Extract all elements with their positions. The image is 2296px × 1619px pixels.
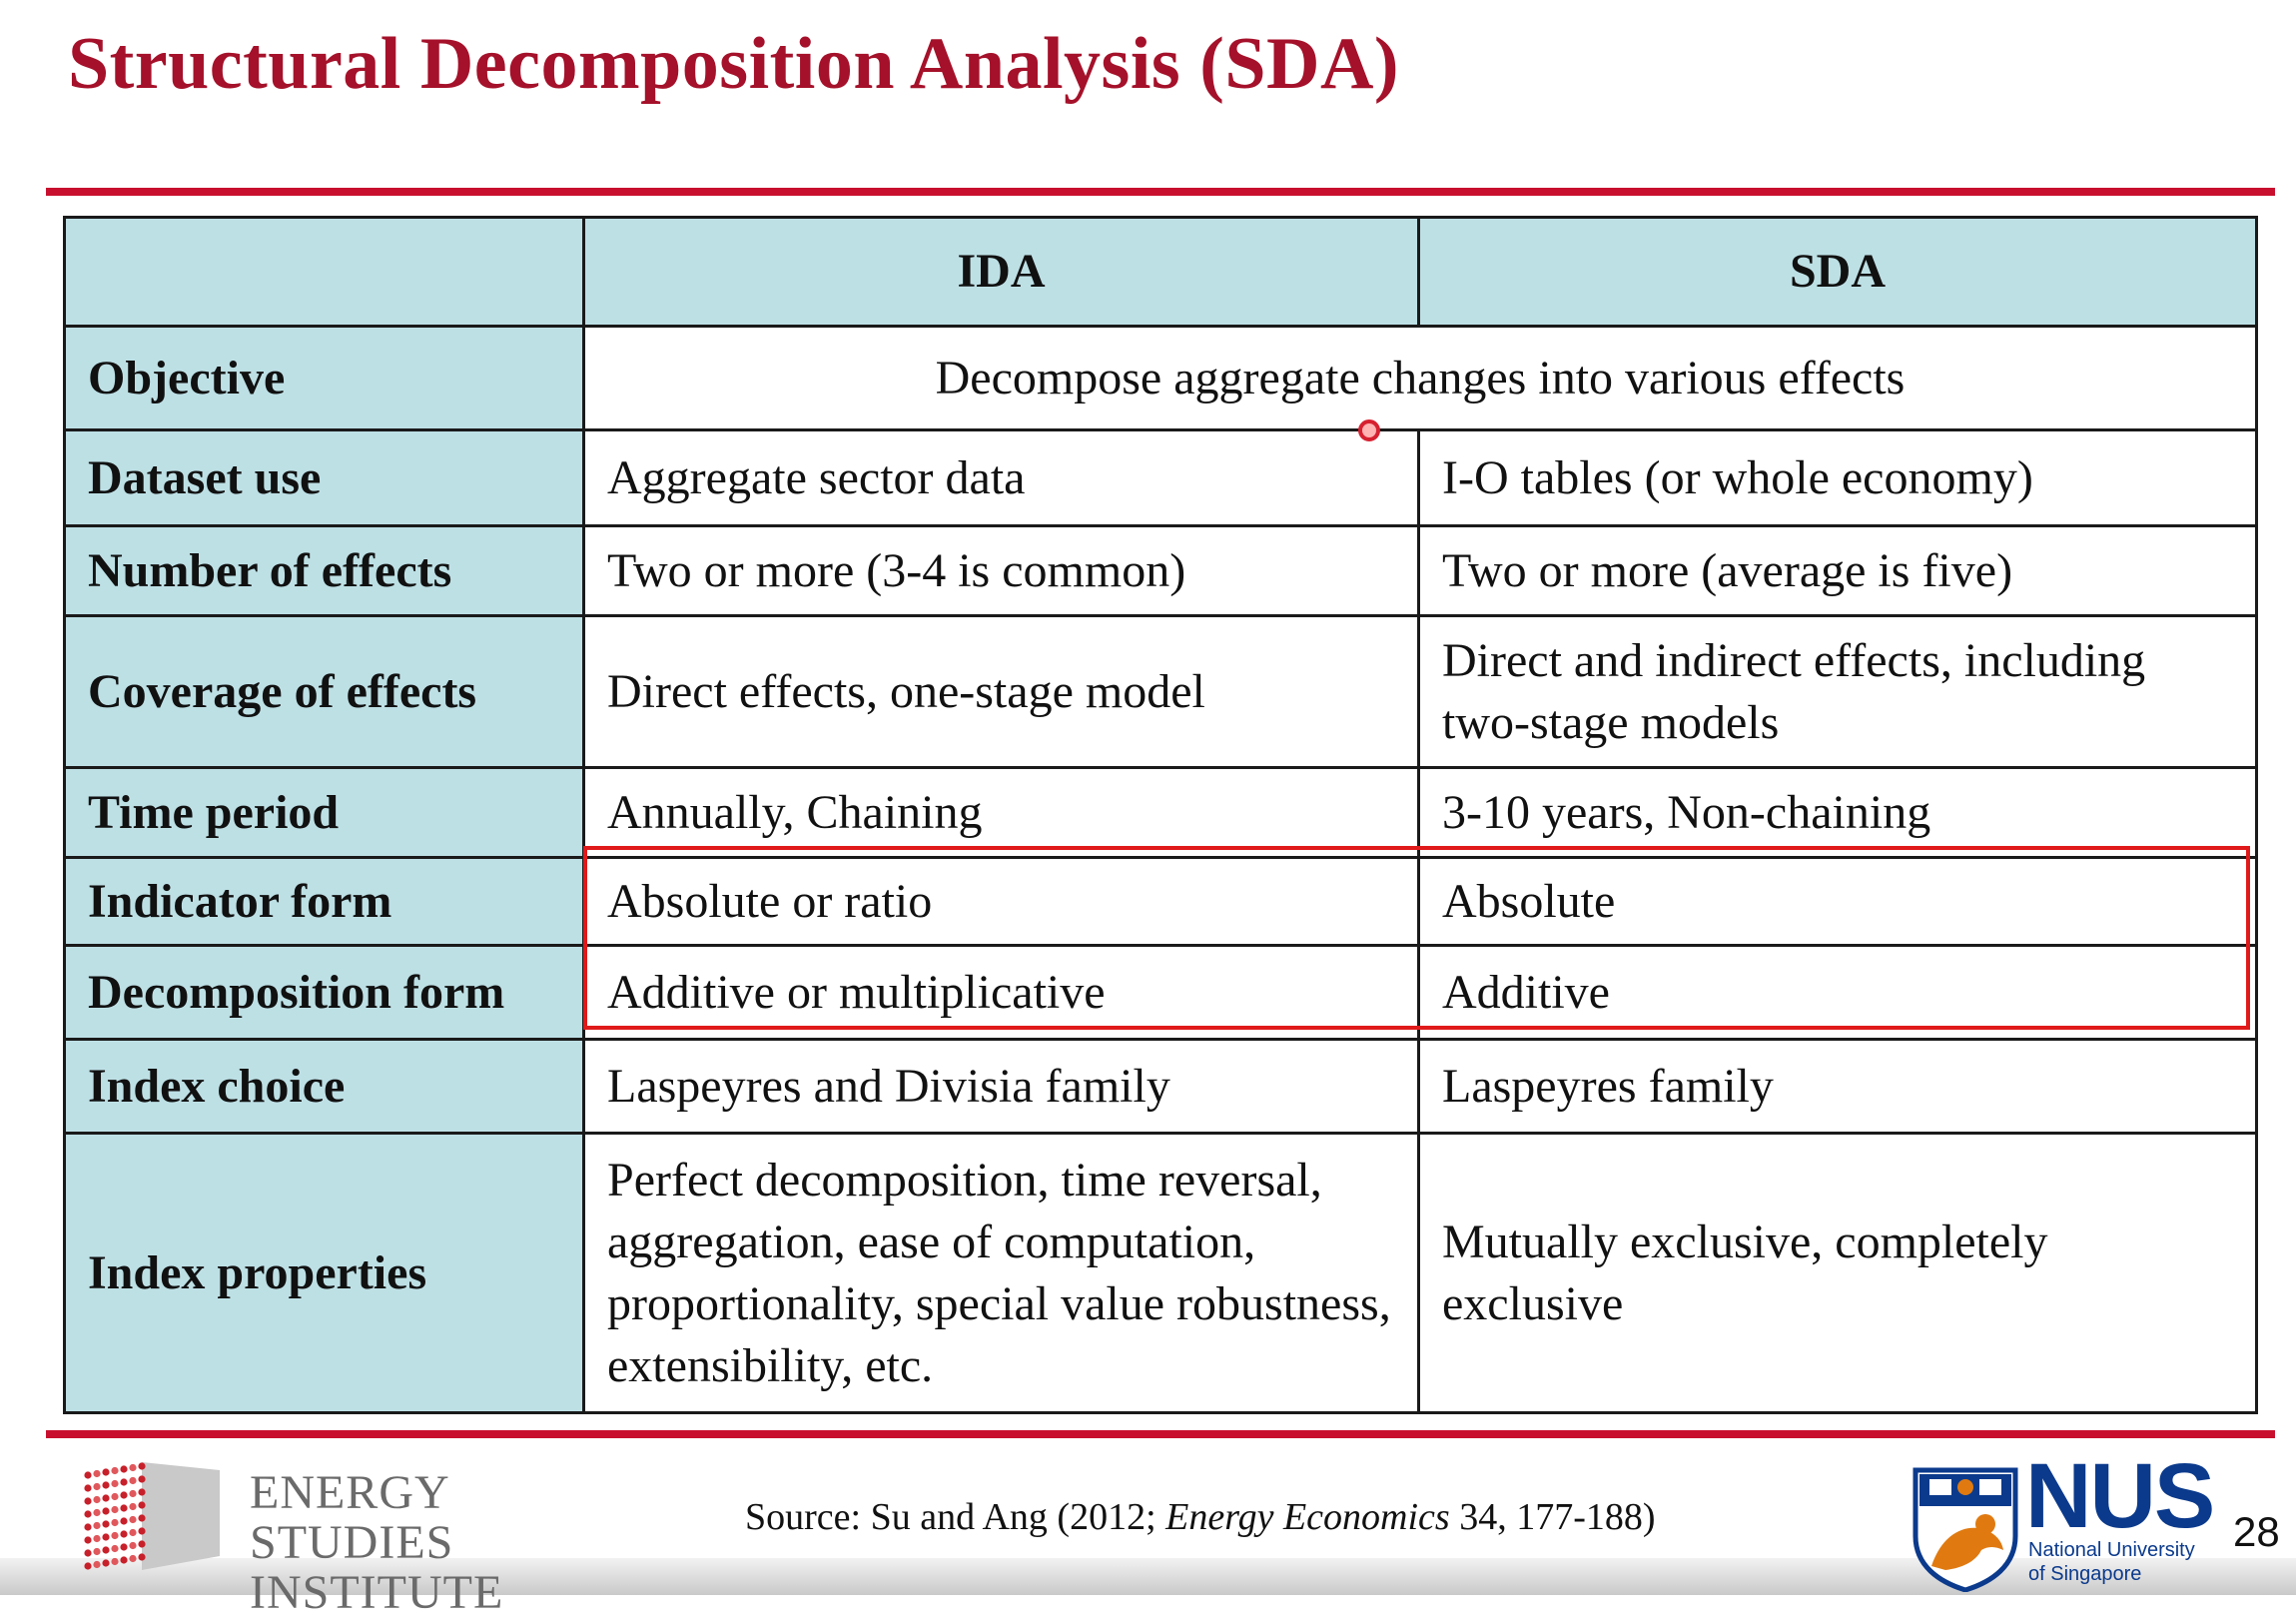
- row-label-objective: Objective: [63, 325, 585, 431]
- source-journal: Energy Economics: [1165, 1496, 1450, 1538]
- table-row: Number of effects Two or more (3-4 is co…: [63, 524, 2258, 617]
- row-label-number-of-effects: Number of effects: [63, 524, 585, 617]
- footer-divider: [46, 1430, 2275, 1438]
- cell-ida-number-of-effects: Two or more (3-4 is common): [582, 524, 1420, 617]
- table-row: Decomposition form Additive or multiplic…: [63, 944, 2258, 1041]
- energy-studies-institute-wordmark: ENERGY STUDIES INSTITUTE: [250, 1468, 503, 1618]
- cell-sda-number-of-effects: Two or more (average is five): [1417, 524, 2258, 617]
- esi-line-2: STUDIES: [250, 1516, 454, 1569]
- source-prefix: Source: Su and Ang (2012;: [745, 1496, 1166, 1538]
- cell-sda-decomposition-form: Additive: [1417, 944, 2258, 1041]
- row-label-decomposition-form: Decomposition form: [63, 944, 585, 1041]
- source-citation: Source: Su and Ang (2012; Energy Economi…: [745, 1495, 1656, 1539]
- esi-line-3: INSTITUTE: [250, 1566, 504, 1619]
- nus-crest-icon: [1913, 1467, 2018, 1592]
- cell-ida-index-choice: Laspeyres and Divisia family: [582, 1038, 1420, 1135]
- nus-subtitle: National University of Singapore: [2028, 1538, 2195, 1586]
- cell-sda-index-choice: Laspeyres family: [1417, 1038, 2258, 1135]
- cell-ida-coverage-of-effects: Direct effects, one-stage model: [582, 614, 1420, 769]
- cell-ida-decomposition-form: Additive or multiplicative: [582, 944, 1420, 1041]
- row-label-index-choice: Index choice: [63, 1038, 585, 1135]
- title-divider: [46, 188, 2275, 196]
- cell-ida-indicator-form: Absolute or ratio: [582, 856, 1420, 947]
- cell-sda-dataset-use: I-O tables (or whole economy): [1417, 428, 2258, 527]
- row-label-coverage-of-effects: Coverage of effects: [63, 614, 585, 769]
- nus-wordmark: NUS: [2025, 1445, 2215, 1547]
- row-label-time-period: Time period: [63, 766, 585, 859]
- table-row: Index properties Perfect decomposition, …: [63, 1132, 2258, 1414]
- row-label-indicator-form: Indicator form: [63, 856, 585, 947]
- table-row: Dataset use Aggregate sector data I-O ta…: [63, 428, 2258, 527]
- energy-studies-logo-icon: [84, 1462, 220, 1570]
- esi-line-1: ENERGY: [250, 1466, 450, 1519]
- page-number: 28: [2233, 1508, 2280, 1555]
- cell-sda-coverage-of-effects: Direct and indirect effects, including t…: [1417, 614, 2258, 769]
- cell-ida-dataset-use: Aggregate sector data: [582, 428, 1420, 527]
- row-label-dataset-use: Dataset use: [63, 428, 585, 527]
- table-header-row: IDA SDA: [63, 216, 2258, 328]
- footer-shadow: [0, 1558, 2296, 1595]
- header-corner-cell: [63, 216, 585, 328]
- cell-ida-index-properties: Perfect decomposition, time reversal, ag…: [582, 1132, 1420, 1414]
- comparison-table: IDA SDA Objective Decompose aggregate ch…: [63, 216, 2258, 1414]
- cell-sda-time-period: 3-10 years, Non-chaining: [1417, 766, 2258, 859]
- cell-sda-indicator-form: Absolute: [1417, 856, 2258, 947]
- nus-subtitle-line-2: of Singapore: [2028, 1563, 2142, 1585]
- cell-sda-index-properties: Mutually exclusive, completely exclusive: [1417, 1132, 2258, 1414]
- slide-title: Structural Decomposition Analysis (SDA): [68, 23, 1400, 105]
- header-ida: IDA: [582, 216, 1420, 328]
- table-row: Index choice Laspeyres and Divisia famil…: [63, 1038, 2258, 1135]
- cell-ida-time-period: Annually, Chaining: [582, 766, 1420, 859]
- table-row: Indicator form Absolute or ratio Absolut…: [63, 856, 2258, 947]
- header-sda: SDA: [1417, 216, 2258, 328]
- row-label-index-properties: Index properties: [63, 1132, 585, 1414]
- table-row: Objective Decompose aggregate changes in…: [63, 325, 2258, 431]
- table-row: Coverage of effects Direct effects, one-…: [63, 614, 2258, 769]
- nus-subtitle-line-1: National University: [2028, 1539, 2195, 1561]
- table-row: Time period Annually, Chaining 3-10 year…: [63, 766, 2258, 859]
- cell-objective-both: Decompose aggregate changes into various…: [582, 325, 2258, 431]
- cursor-pointer-icon: [1358, 419, 1380, 441]
- source-suffix: 34, 177-188): [1449, 1496, 1656, 1538]
